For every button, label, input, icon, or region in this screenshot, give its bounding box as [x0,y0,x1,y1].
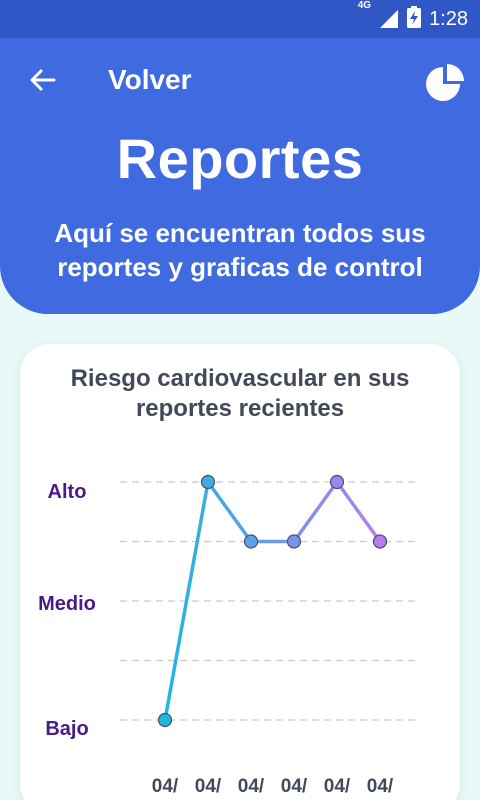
header: Volver Reportes Aquí se encuentran todos… [0,38,480,314]
status-bar: 4G 1:28 [0,0,480,38]
x-tick-label: 04/ [281,776,308,797]
chart-card: Riesgo cardiovascular en sus reportes re… [20,344,460,800]
data-point[interactable] [200,474,216,490]
series-line [163,480,382,721]
x-tick-label: 04/ [152,776,179,797]
x-tick-label: 04/ [238,776,265,797]
arrow-left-icon [30,69,56,91]
x-tick-label: 04/ [324,776,351,797]
y-tick-label: Bajo [45,718,88,740]
data-point[interactable] [329,474,345,490]
clock: 1:28 [429,7,468,30]
data-point[interactable] [372,534,388,549]
data-point[interactable] [286,534,302,549]
data-point[interactable] [243,534,259,549]
y-tick-label: Alto [48,481,87,503]
pie-chart-icon [426,64,464,101]
page-title: Reportes [116,127,364,190]
x-tick-label: 04/ [367,776,394,797]
x-tick-label: 04/ [195,776,222,797]
back-button[interactable] [26,64,58,96]
page-subtitle: Aquí se encuentran todos sus reportes y … [54,218,426,282]
signal-icon [379,9,399,29]
chart-title: Riesgo cardiovascular en sus reportes re… [70,365,410,422]
data-point[interactable] [157,712,173,728]
risk-line-chart: Alto Medio Bajo 04/04/04/04/04/04/ [38,474,416,797]
y-tick-label: Medio [38,593,96,615]
back-label[interactable]: Volver [108,64,192,95]
reports-chart-button[interactable] [424,62,466,104]
network-type: 4G [357,0,372,11]
battery-charging-icon [407,5,422,33]
